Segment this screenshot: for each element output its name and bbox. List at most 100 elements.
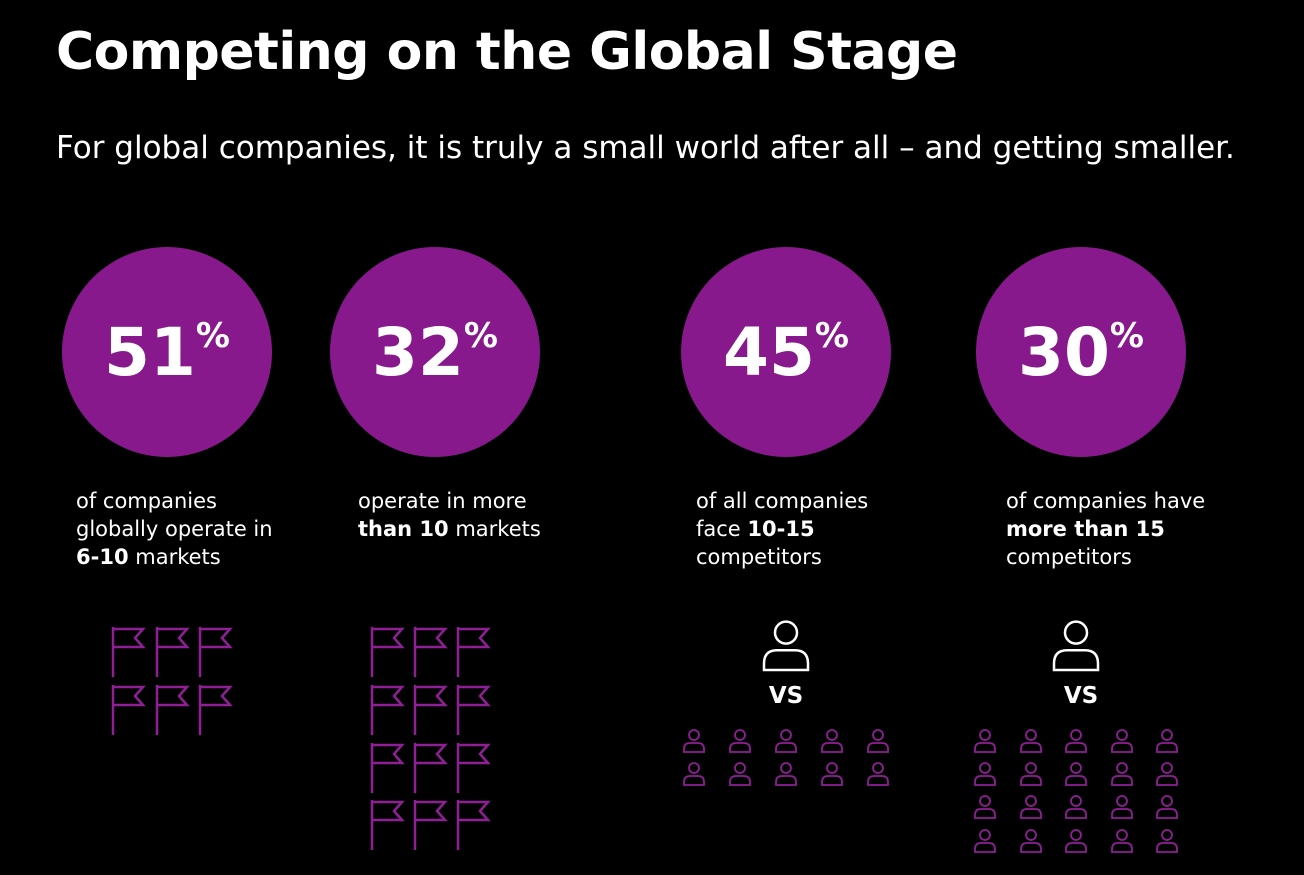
bold-text: 10-15 — [747, 517, 815, 541]
person-body — [1020, 842, 1042, 853]
stat-circle: 51% — [62, 247, 272, 457]
stat-figure: 51% — [104, 314, 230, 391]
stat-description: of companies have more than 15 competitors — [1006, 487, 1205, 571]
bold-text: more than 15 — [1006, 517, 1165, 541]
person-body — [1065, 742, 1087, 753]
flag-icon — [111, 685, 146, 735]
person-head — [1025, 795, 1037, 807]
stat-value: 30 — [1018, 313, 1110, 391]
flag-icon — [456, 627, 491, 677]
text: of all companies — [696, 489, 869, 513]
flag-icon — [370, 627, 405, 677]
flag-icon — [456, 800, 491, 850]
stat-figure: 30% — [1018, 314, 1144, 391]
person-head — [734, 762, 746, 774]
person-body — [1020, 742, 1042, 753]
person-head — [1025, 729, 1037, 741]
flag-icon — [413, 800, 448, 850]
person-head — [1070, 795, 1082, 807]
stat-unit: % — [814, 315, 849, 356]
flag-icon — [155, 685, 190, 735]
text: competitors — [696, 545, 822, 569]
description-line: globally operate in — [76, 515, 273, 543]
person-body — [1111, 808, 1133, 819]
flag-icon — [155, 627, 190, 677]
person-body — [1111, 842, 1133, 853]
flag-icon — [413, 685, 448, 735]
description-line: competitors — [696, 543, 868, 571]
person-body — [762, 648, 810, 672]
bold-text: 6-10 — [76, 545, 129, 569]
description-line: more than 15 — [1006, 515, 1205, 543]
description-line: operate in more — [358, 487, 541, 515]
text: of companies have — [1006, 489, 1206, 513]
person-body — [1156, 842, 1178, 853]
person-body — [867, 742, 889, 753]
person-head — [1116, 795, 1128, 807]
person-head — [780, 762, 792, 774]
description-line: of companies have — [1006, 487, 1205, 515]
stat-value: 51 — [104, 313, 196, 391]
person-head — [826, 762, 838, 774]
person-body — [1065, 808, 1087, 819]
person-body — [729, 775, 751, 786]
title: Competing on the Global Stage — [56, 22, 958, 82]
person-head — [979, 829, 991, 841]
description-line: 6-10 markets — [76, 543, 273, 571]
flag-icon — [413, 743, 448, 793]
person-body — [974, 808, 996, 819]
stat-description: of all companies face 10-15 competitors — [696, 487, 868, 571]
person-body — [1111, 775, 1133, 786]
text: operate in more — [358, 489, 527, 513]
person-head — [979, 795, 991, 807]
stat-unit: % — [463, 315, 498, 356]
person-head — [1116, 829, 1128, 841]
person-body — [1111, 742, 1133, 753]
person-head — [1070, 829, 1082, 841]
description-line: face 10-15 — [696, 515, 868, 543]
person-head — [1070, 762, 1082, 774]
person-head — [1161, 729, 1173, 741]
person-body — [775, 742, 797, 753]
flag-icon — [370, 685, 405, 735]
person-body — [1065, 775, 1087, 786]
person-body — [974, 842, 996, 853]
person-body — [974, 742, 996, 753]
text: of companies — [76, 489, 217, 513]
person-body — [974, 775, 996, 786]
person-body — [821, 775, 843, 786]
stat-description: of companies globally operate in 6-10 mark… — [76, 487, 273, 571]
person-head — [826, 729, 838, 741]
flag-icon — [370, 743, 405, 793]
text: globally operate in — [76, 517, 273, 541]
stat-circle: 32% — [330, 247, 540, 457]
person-body — [1020, 775, 1042, 786]
stat-value: 32 — [372, 313, 464, 391]
person-head — [1070, 729, 1082, 741]
flag-icon — [456, 685, 491, 735]
flag-icon — [456, 743, 491, 793]
person-body — [1156, 808, 1178, 819]
person-head — [1025, 829, 1037, 841]
person-body — [729, 742, 751, 753]
person-head — [872, 729, 884, 741]
stat-unit: % — [195, 315, 230, 356]
person-head — [1161, 762, 1173, 774]
flag-icon — [198, 627, 233, 677]
stat-circle: 30% — [976, 247, 1186, 457]
vs-label: VS — [1063, 683, 1099, 709]
text: face — [696, 517, 748, 541]
vs-label: VS — [768, 683, 804, 709]
description-line: than 10 markets — [358, 515, 541, 543]
person-head — [734, 729, 746, 741]
person-head — [1116, 729, 1128, 741]
flag-icon — [370, 800, 405, 850]
stat-circle: 45% — [681, 247, 891, 457]
person-head — [773, 620, 799, 645]
description-line: of all companies — [696, 487, 868, 515]
stat-unit: % — [1109, 315, 1144, 356]
person-head — [1161, 795, 1173, 807]
flag-icon — [413, 627, 448, 677]
person-head — [872, 762, 884, 774]
